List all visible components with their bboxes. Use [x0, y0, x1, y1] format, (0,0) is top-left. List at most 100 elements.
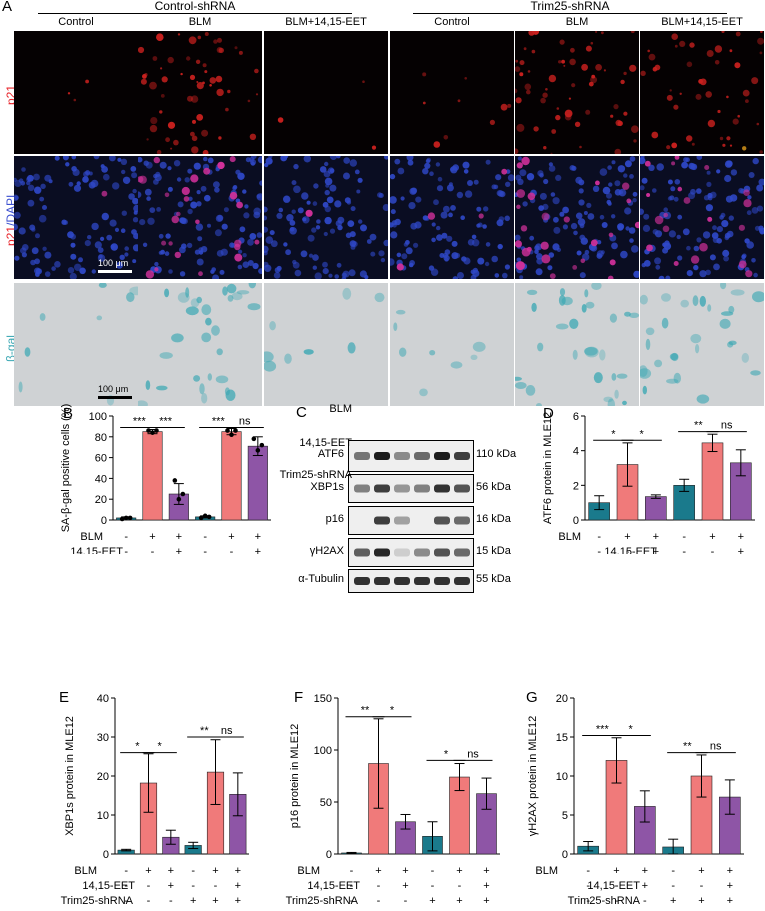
y-tick-label: 20	[556, 693, 568, 705]
micrograph-row1-col0	[14, 156, 138, 279]
data-point	[150, 430, 155, 435]
condition-sign: +	[149, 531, 155, 543]
condition-sign: -	[377, 880, 381, 892]
condition-sign: +	[375, 865, 381, 877]
micrograph-row2-col3	[390, 283, 514, 406]
micrograph-row2-col4	[515, 283, 639, 406]
blot-band	[414, 452, 430, 460]
condition-sign: +	[190, 895, 196, 907]
micrograph-row0-col2	[264, 31, 388, 154]
condition-label: BLM	[535, 865, 558, 877]
blot-condition-label: BLM	[329, 403, 352, 415]
condition-sign: -	[124, 880, 128, 892]
micrograph-row0-col3	[390, 31, 514, 154]
condition-sign: -	[169, 895, 173, 907]
micrograph-row0-col5	[640, 31, 764, 154]
micrograph-row1-col4	[515, 156, 639, 279]
condition-sign: -	[124, 546, 128, 554]
blot-band	[374, 516, 390, 525]
bar	[645, 496, 667, 521]
blot-band	[434, 484, 450, 493]
column-label-1-2: BLM+14,15-EET	[661, 16, 743, 28]
blot-band	[374, 484, 390, 493]
condition-sign: +	[483, 895, 489, 907]
condition-sign: -	[615, 895, 619, 907]
condition-sign: +	[624, 531, 630, 543]
blot-band	[374, 548, 390, 557]
condition-sign: -	[597, 531, 601, 543]
significance-label: *	[629, 723, 634, 735]
bar	[142, 431, 163, 521]
significance-label: **	[200, 725, 209, 737]
condition-sign: -	[431, 880, 435, 892]
blot-band	[414, 577, 430, 585]
blot-band	[394, 452, 410, 460]
panel-letter-g: G	[526, 689, 538, 706]
bar	[221, 431, 242, 521]
condition-sign: +	[456, 895, 462, 907]
blot-protein-label: p16	[325, 512, 344, 525]
y-tick-label: 6	[573, 411, 579, 423]
chart-b: B 0 20 40 60 80 100 SA-β-gal positive cells (%)…	[60, 404, 271, 554]
data-point	[180, 491, 186, 497]
data-point	[123, 515, 129, 521]
panel-letter-a: A	[2, 0, 13, 15]
column-label-0-2: BLM+14,15-EET	[285, 16, 367, 28]
condition-sign: -	[431, 865, 435, 877]
condition-sign: +	[456, 865, 462, 877]
blot-band	[354, 484, 370, 493]
y-axis-label: p16 protein in MLE12	[289, 724, 301, 829]
data-point	[198, 515, 204, 521]
significance-label: ns	[721, 420, 733, 432]
condition-sign: -	[597, 546, 601, 554]
micrograph-row2-col1	[138, 283, 262, 406]
y-tick-label: 0	[103, 849, 109, 861]
condition-sign: -	[147, 895, 151, 907]
blot-strip	[348, 440, 474, 472]
condition-sign: +	[653, 531, 659, 543]
data-point	[154, 428, 159, 433]
blot-protein-label: α-Tubulin	[298, 573, 344, 585]
condition-sign: -	[626, 546, 630, 554]
condition-sign: +	[483, 880, 489, 892]
y-axis-label: XBP1s protein in MLE12	[64, 716, 76, 836]
column-label-1-0: Control	[434, 16, 470, 28]
column-label-0-0: Control	[58, 16, 94, 28]
blot-strip	[348, 474, 474, 503]
blot-band	[434, 452, 450, 460]
condition-sign: -	[350, 880, 354, 892]
blot-kda-label: 110 kDa	[476, 448, 517, 460]
significance-label: ns	[239, 415, 251, 427]
blot-condition-table: BLM14,15-EETTrim25-shRNA-++-++--+--+---+…	[280, 403, 353, 481]
condition-sign: -	[700, 880, 704, 892]
blot-band	[394, 577, 410, 585]
condition-label: 14,15-EET	[604, 546, 657, 554]
condition-sign: -	[124, 531, 128, 543]
micrograph-row0-col0	[14, 31, 138, 154]
scalebar-dapi	[98, 270, 132, 273]
column-label-0-1: BLM	[188, 16, 212, 28]
column-label-1-1: BLM	[565, 16, 589, 28]
group-title-control-shrna: Control-shRNA	[154, 0, 236, 13]
data-point	[202, 513, 208, 519]
micrograph-row1-col5	[640, 156, 764, 279]
condition-sign: +	[698, 865, 704, 877]
condition-sign: +	[429, 895, 435, 907]
blot-band	[394, 484, 410, 493]
significance-label: *	[444, 748, 449, 760]
significance-label: **	[683, 741, 692, 753]
condition-sign: -	[586, 880, 590, 892]
data-point	[146, 428, 151, 433]
condition-sign: +	[402, 865, 408, 877]
condition-sign: +	[709, 531, 715, 543]
blot-band	[454, 484, 470, 493]
significance-label: ns	[221, 725, 233, 737]
significance-label: ***	[159, 415, 173, 427]
condition-sign: -	[711, 546, 715, 554]
blot-band	[454, 548, 470, 557]
y-tick-label: 0	[562, 849, 568, 861]
significance-label: *	[611, 428, 616, 440]
